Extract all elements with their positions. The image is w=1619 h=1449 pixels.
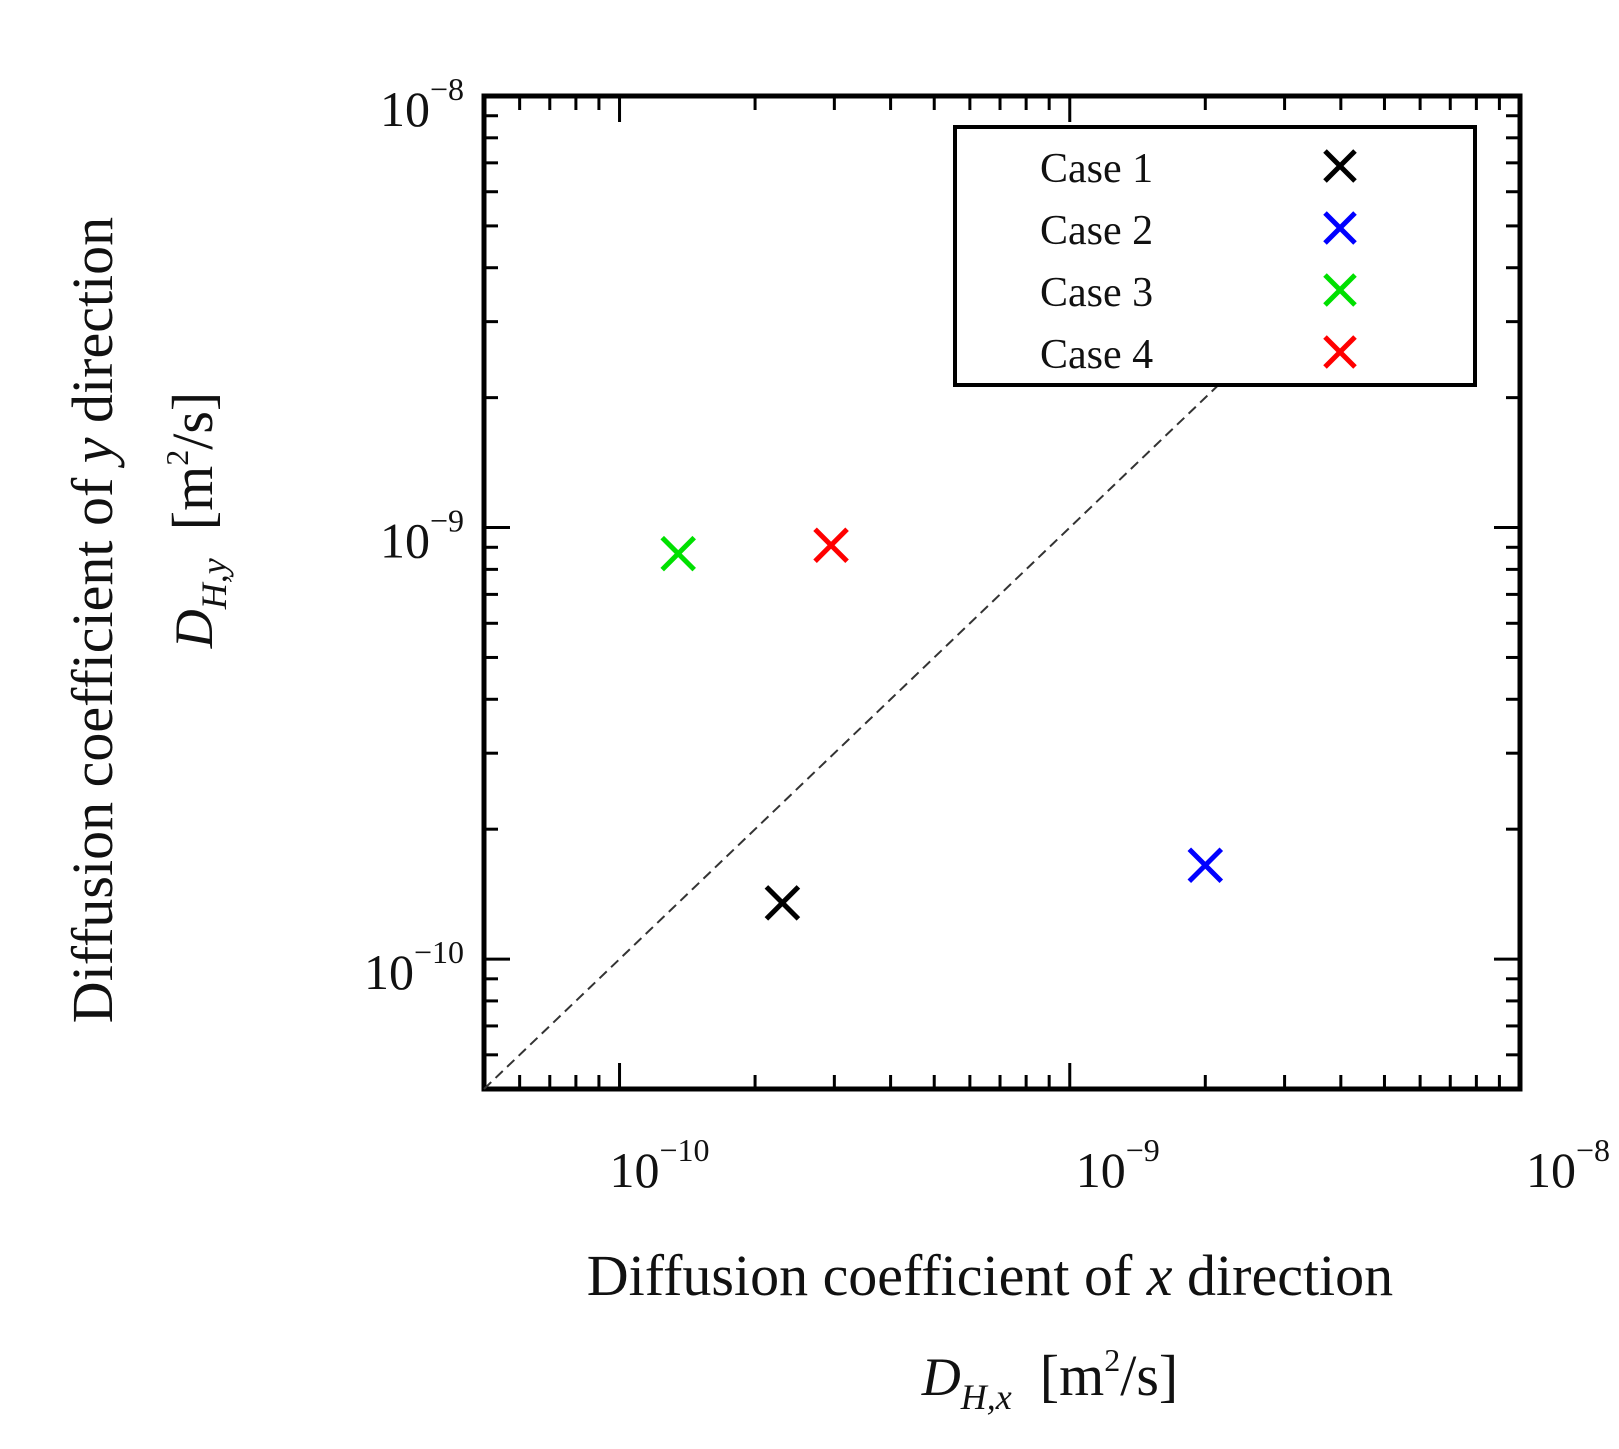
x-tick-label-2: 10−9: [1076, 1132, 1160, 1198]
marker-case-3: [660, 535, 696, 572]
data-markers: [660, 527, 1224, 921]
legend-marker-case-1-stroke-b: [1323, 149, 1357, 183]
marker-case-4-stroke-b: [813, 527, 849, 563]
legend-marker-case-3-stroke-b: [1323, 273, 1357, 307]
marker-case-4: [813, 527, 849, 563]
x-axis-title: Diffusion coefficient of x direction DH,…: [587, 1243, 1393, 1417]
plot-area: [481, 93, 1523, 1092]
x-tick-labels: 10−10 10−9 10−8: [609, 1132, 1610, 1198]
marker-case-3-stroke-b: [660, 535, 696, 572]
legend-label-case-1: Case 1: [1040, 146, 1153, 192]
marker-case-2: [1187, 847, 1224, 884]
y-axis-title-line1: Diffusion coefficient of y direction: [60, 217, 125, 1023]
legend-marker-case-3: [1323, 273, 1357, 307]
x-axis-title-line2: DH,x [m2/s]: [921, 1342, 1178, 1417]
marker-case-1-stroke-b: [764, 885, 801, 921]
marker-case-2-stroke-b: [1187, 847, 1224, 884]
legend: Case 1 Case 2 Case 3 Case 4: [953, 125, 1477, 387]
legend-label-case-3: Case 3: [1040, 270, 1153, 316]
marker-case-1: [764, 885, 801, 921]
y-axis-title: Diffusion coefficient of y direction DH,…: [60, 217, 234, 1023]
axis-ticks: [482, 96, 1520, 1091]
legend-markers: [1323, 149, 1357, 369]
legend-marker-case-2-stroke-b: [1323, 211, 1357, 245]
legend-marker-case-2: [1323, 211, 1357, 245]
legend-marker-case-4: [1323, 335, 1357, 369]
legend-label-case-2: Case 2: [1040, 208, 1153, 254]
x-tick-label-1: 10−10: [609, 1132, 709, 1198]
legend-marker-case-1: [1323, 149, 1357, 183]
legend-label-case-4: Case 4: [1040, 332, 1153, 378]
legend-box: [953, 125, 1477, 387]
y-tick-label-3: 10−8: [380, 71, 464, 137]
y-tick-labels: 10−10 10−9 10−8: [364, 71, 464, 1000]
legend-entries: Case 1 Case 2 Case 3 Case 4: [1040, 146, 1153, 378]
x-axis-title-line1: Diffusion coefficient of x direction: [587, 1243, 1393, 1308]
x-tick-label-3: 10−8: [1526, 1132, 1610, 1198]
legend-marker-case-4-stroke-b: [1323, 335, 1357, 369]
y-axis-title-line2: DH,y[m2/s]: [159, 392, 234, 649]
y-tick-label-2: 10−9: [380, 503, 464, 569]
y-tick-label-1: 10−10: [364, 934, 464, 1000]
